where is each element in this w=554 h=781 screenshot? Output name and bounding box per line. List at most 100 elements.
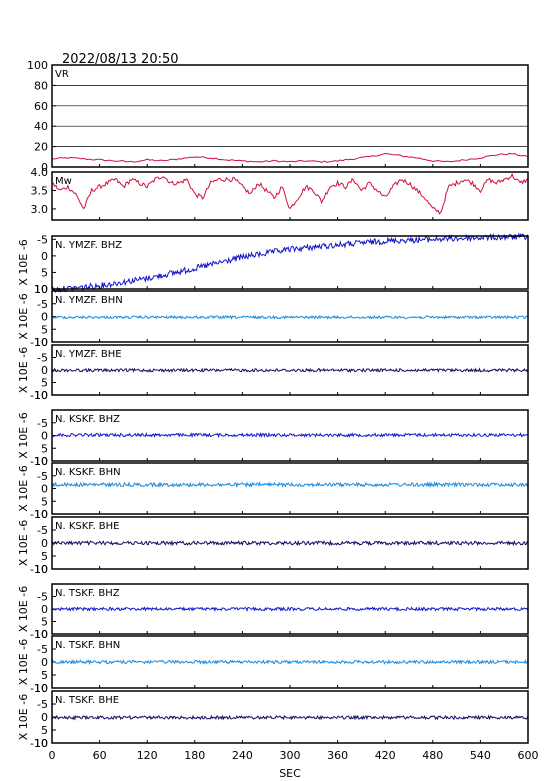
y-tick-label: 10 (34, 682, 48, 695)
y-axis-label: X 10E -6 (17, 520, 30, 566)
y-tick-label: 5 (41, 266, 48, 279)
waveform-trace (51, 481, 529, 489)
x-tick-label: 240 (232, 749, 253, 762)
y-tick-label: 0 (41, 430, 48, 443)
panel-label: N. YMZF. BHN (55, 295, 123, 306)
y-tick-label: 10 (34, 283, 48, 296)
y-tick-label: 20 (34, 141, 48, 154)
y-tick-label: -10 (30, 737, 48, 750)
y-tick-label: 4.0 (31, 166, 49, 179)
waveform-trace (51, 431, 529, 439)
y-tick-label: 40 (34, 120, 48, 133)
y-tick-label: -5 (37, 352, 48, 365)
y-axis-label: X 10E -6 (17, 694, 30, 740)
y-tick-label: 5 (41, 442, 48, 455)
y-tick-label: 10 (34, 508, 48, 521)
x-tick-label: 600 (518, 749, 539, 762)
x-tick-label: 300 (280, 749, 301, 762)
panel-frame (51, 171, 529, 221)
panel-label: Mw (55, 176, 72, 187)
y-tick-label: 3.0 (31, 203, 49, 216)
y-tick-label: -10 (30, 455, 48, 468)
y-tick-label: 10 (34, 283, 48, 296)
y-tick-label: -5 (37, 298, 48, 311)
y-axis-label: X 10E -6 (17, 412, 30, 458)
waveform-trace (51, 606, 529, 612)
y-tick-label: 5 (41, 323, 48, 336)
series-line (51, 172, 529, 215)
y-axis-label: X 10E -6 (17, 639, 30, 685)
y-tick-label: 0 (41, 656, 48, 669)
panel-mw: 4.0 3.5 3.0 Mw (31, 166, 529, 221)
y-tick-label: 0 (41, 311, 48, 324)
y-tick-label: 0 (41, 603, 48, 616)
y-tick-label: 10 (34, 563, 48, 576)
y-tick-label: -5 (37, 417, 48, 430)
y-tick-label: -5 (37, 698, 48, 711)
x-tick-label: 540 (470, 749, 491, 762)
panel-label: N. TSKF. BHN (55, 640, 120, 651)
y-tick-label: -10 (30, 682, 48, 695)
series-line (51, 152, 529, 164)
x-tick-label: 60 (93, 749, 107, 762)
y-axis-label: X 10E -6 (17, 347, 30, 393)
panel-label: N. TSKF. BHZ (55, 588, 120, 599)
x-tick-label: 420 (375, 749, 396, 762)
y-tick-label: -5 (37, 524, 48, 537)
x-tick-label: 0 (49, 749, 56, 762)
y-tick-label: 0 (41, 711, 48, 724)
y-tick-label: 10 (34, 737, 48, 750)
y-tick-label: 3.5 (31, 184, 49, 197)
y-tick-label: 10 (34, 336, 48, 349)
y-tick-label: 60 (34, 100, 48, 113)
y-tick-label: 0 (41, 161, 48, 174)
waveform-trace (51, 232, 529, 294)
y-tick-label: 10 (34, 389, 48, 402)
y-tick-label: 0 (41, 483, 48, 496)
panel-label: N. YMZF. BHE (55, 349, 122, 360)
x-axis-label: SEC (279, 767, 301, 780)
y-tick-label: 5 (41, 550, 48, 563)
y-tick-label: 0 (41, 364, 48, 377)
panel-label: N. KSKF. BHZ (55, 414, 120, 425)
y-tick-label: -10 (30, 336, 48, 349)
panel-label: N. KSKF. BHN (55, 467, 121, 478)
y-tick-label: 5 (41, 495, 48, 508)
y-tick-label: -10 (30, 508, 48, 521)
panel-label: VR (55, 69, 69, 80)
panel-vr: 100 80 60 40 20 0 VR (27, 59, 529, 174)
y-tick-label: -5 (37, 643, 48, 656)
y-axis-label: X 10E -6 (17, 239, 30, 285)
panel-frame (51, 462, 529, 515)
waveform-trace (51, 658, 529, 666)
y-tick-label: -10 (30, 628, 48, 641)
y-tick-label: -10 (30, 563, 48, 576)
figure-timestamp: 2022/08/13 20:50 (62, 52, 179, 67)
y-tick-label: -5 (37, 470, 48, 483)
y-tick-label: 0 (41, 537, 48, 550)
y-axis-label: X 10E -6 (17, 586, 30, 632)
x-tick-label: 180 (184, 749, 205, 762)
y-tick-label: 80 (34, 79, 48, 92)
y-tick-label: -10 (30, 389, 48, 402)
y-tick-label: 5 (41, 377, 48, 390)
y-tick-label: 100 (27, 59, 48, 72)
waveform-trace (51, 367, 529, 374)
y-tick-label: 5 (41, 669, 48, 682)
x-tick-label: 480 (422, 749, 443, 762)
y-tick-label: 10 (34, 455, 48, 468)
waveform-trace (51, 539, 529, 547)
x-axis: 0 60 120 180 240 300 360 420 480 540 600 (49, 749, 539, 762)
y-axis-label: X 10E -6 (17, 293, 30, 339)
waveform-trace (51, 314, 529, 320)
